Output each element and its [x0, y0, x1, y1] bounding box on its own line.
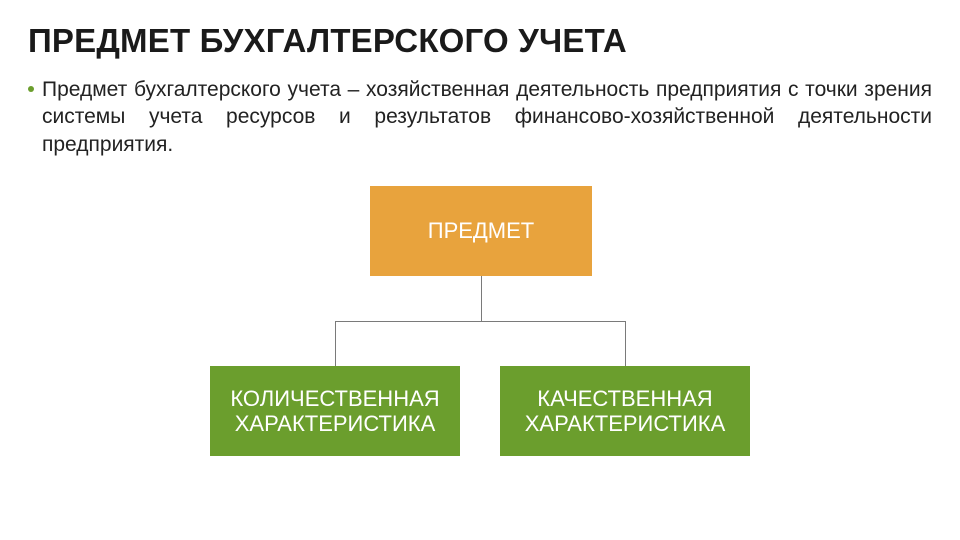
connector-right-down: [625, 321, 626, 366]
bullet-icon: [28, 86, 34, 92]
bullet-item: Предмет бухгалтерского учета – хозяйстве…: [28, 76, 932, 158]
connector-left-down: [335, 321, 336, 366]
node-quantitative: КОЛИЧЕСТВЕННАЯ ХАРАКТЕРИСТИКА: [210, 366, 460, 456]
connector-root-down: [481, 276, 482, 321]
node-qualitative: КАЧЕСТВЕННАЯ ХАРАКТЕРИСТИКА: [500, 366, 750, 456]
node-root: ПРЕДМЕТ: [370, 186, 592, 276]
page-title: ПРЕДМЕТ БУХГАЛТЕРСКОГО УЧЕТА: [28, 22, 932, 60]
paragraph-text: Предмет бухгалтерского учета – хозяйстве…: [42, 76, 932, 158]
tree-diagram: ПРЕДМЕТ КОЛИЧЕСТВЕННАЯ ХАРАКТЕРИСТИКА КА…: [160, 186, 800, 486]
slide-root: ПРЕДМЕТ БУХГАЛТЕРСКОГО УЧЕТА Предмет бух…: [0, 0, 960, 540]
connector-horizontal: [335, 321, 625, 322]
